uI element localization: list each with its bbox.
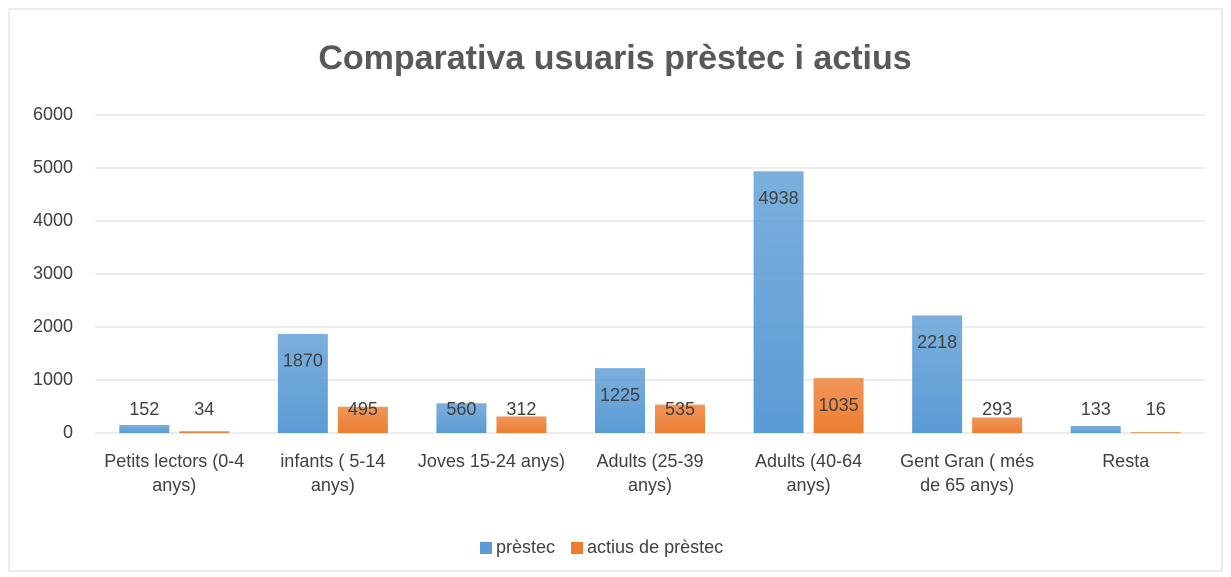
data-label: 152 [129,399,159,419]
bar [595,368,645,433]
bar [912,315,963,433]
bar [1070,425,1121,433]
legend-label: prèstec [496,537,555,557]
data-label: 1225 [600,385,640,405]
x-tick-label: Joves 15-24 anys) [417,451,565,471]
legend-swatch [571,542,584,554]
bar [119,424,170,433]
data-label: 2218 [917,332,957,352]
x-tick-label: Adults (25-39 anys) [596,451,704,495]
chart-frame [8,8,1223,572]
bar [1130,432,1181,433]
y-tick-label: 5000 [33,157,73,177]
bar [655,404,705,433]
x-tick-label: Gent Gran ( més de 65 anys) [900,451,1035,495]
bar [496,416,547,433]
data-label: 312 [506,399,536,419]
y-tick-label: 3000 [33,263,73,283]
data-label: 560 [446,399,476,419]
data-label: 535 [665,399,695,419]
data-label: 16 [1146,399,1166,419]
y-tick-label: 4000 [33,210,73,230]
data-label: 4938 [759,188,799,208]
bar [813,378,864,433]
legend-label: actius de prèstec [587,537,723,557]
data-label: 293 [982,399,1012,419]
y-tick-label: 0 [63,422,73,442]
data-label: 34 [194,399,214,419]
x-tick-label: Petits lectors (0-4 anys) [104,451,245,495]
y-tick-label: 2000 [33,316,73,336]
legend-swatch [480,542,492,554]
data-label: 495 [348,399,378,419]
x-tick-label: Adults (40-64 anys) [755,451,863,495]
chart-title: Comparativa usuaris prèstec i actius [318,39,911,77]
data-label: 1035 [819,395,859,415]
bar [277,333,328,433]
bar [337,406,388,433]
bar [753,171,804,433]
bar [972,417,1023,433]
y-tick-label: 1000 [33,369,73,389]
bar [436,403,487,433]
x-tick-label: infants ( 5-14 anys) [280,451,386,495]
data-label: 1870 [283,351,323,371]
y-tick-label: 6000 [33,104,73,124]
data-label: 133 [1081,399,1111,419]
x-tick-label: Resta [1102,451,1150,471]
bar [179,431,230,433]
